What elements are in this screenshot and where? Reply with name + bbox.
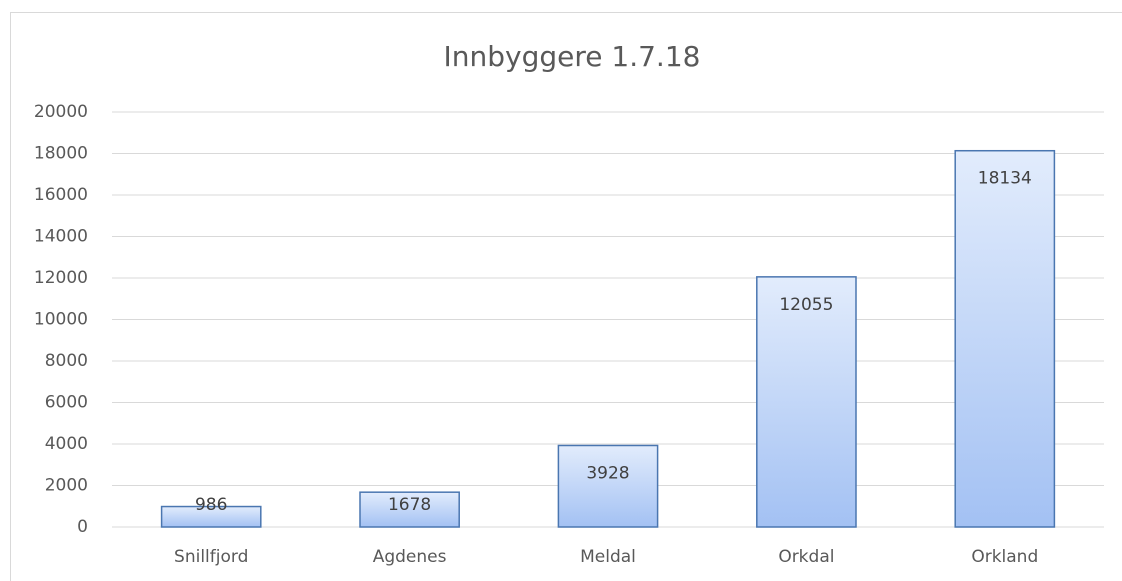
y-tick-label: 10000	[34, 310, 88, 330]
data-label: 3928	[586, 463, 629, 483]
bar	[954, 149, 1056, 528]
data-label: 1678	[388, 495, 431, 515]
y-tick-label: 16000	[34, 185, 88, 205]
y-tick-label: 2000	[45, 476, 88, 496]
y-tick-label: 8000	[45, 351, 88, 371]
x-tick-label: Agdenes	[373, 547, 447, 567]
bar	[359, 491, 460, 528]
x-tick-label: Meldal	[580, 547, 636, 567]
y-tick-label: 14000	[34, 227, 88, 247]
data-label: 12055	[779, 295, 833, 315]
y-tick-label: 6000	[45, 393, 88, 413]
bar	[756, 276, 857, 528]
x-tick-label: Orkland	[971, 547, 1038, 567]
x-tick-label: Snillfjord	[174, 547, 248, 567]
data-label: 986	[195, 495, 227, 515]
chart-title: Innbyggere 1.7.18	[444, 40, 701, 73]
y-tick-label: 4000	[45, 434, 88, 454]
bar	[557, 444, 659, 528]
y-tick-label: 0	[77, 517, 88, 537]
y-tick-label: 18000	[34, 144, 88, 164]
x-tick-label: Orkdal	[778, 547, 834, 567]
y-tick-label: 12000	[34, 268, 88, 288]
bar	[160, 505, 262, 528]
data-label: 18134	[978, 169, 1032, 189]
y-tick-label: 20000	[34, 102, 88, 122]
